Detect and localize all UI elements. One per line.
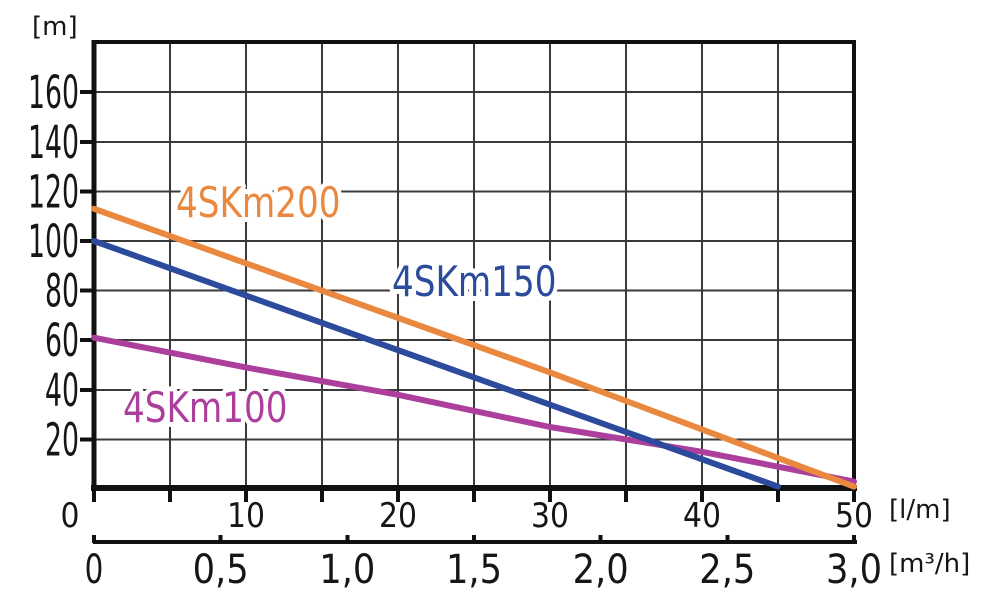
series-label-4SKm150: 4SKm150 — [392, 257, 557, 306]
y-axis-tick-label-120: 120 — [28, 165, 79, 218]
secondary-axis-tick-label-5: 2,5 — [699, 547, 755, 593]
x-axis-tick-label-10: 10 — [227, 496, 265, 536]
y-axis-tick-label-100: 100 — [28, 215, 79, 268]
y-axis-tick-label-80: 80 — [45, 265, 79, 318]
secondary-axis-tick-label-0: 0 — [85, 547, 104, 593]
secondary-axis-tick-label-6: 3,0 — [826, 547, 882, 593]
x-axis-tick-label-40: 40 — [683, 496, 721, 536]
series-label-4SKm100: 4SKm100 — [123, 383, 288, 432]
x-axis-tick-label-30: 30 — [531, 496, 569, 536]
secondary-axis-tick-label-4: 2,0 — [573, 547, 629, 593]
series-line-4SKm200 — [91, 205, 857, 490]
y-axis-tick-label-160: 160 — [28, 66, 79, 119]
y-axis-tick-label-40: 40 — [45, 364, 79, 417]
x-axis-tick-label-50: 50 — [835, 496, 873, 536]
y-axis-tick-label-20: 20 — [45, 413, 79, 466]
y-axis-tick-label-140: 140 — [28, 116, 79, 169]
secondary-axis-unit-label: [m³/h] — [889, 549, 970, 579]
x-axis-unit-label: [l/m] — [889, 495, 951, 525]
series-label-4SKm200: 4SKm200 — [176, 178, 341, 227]
secondary-axis-tick-label-2: 1,0 — [319, 547, 375, 593]
y-axis-unit-label: [m] — [32, 12, 78, 42]
secondary-axis-tick-label-3: 1,5 — [446, 547, 502, 593]
x-axis-tick-label-0: 0 — [61, 496, 80, 536]
series-line-4SKm150 — [91, 238, 781, 490]
y-axis-tick-label-60: 60 — [45, 314, 79, 367]
series-line-4SKm100 — [91, 334, 857, 485]
x-axis-tick-label-20: 20 — [379, 496, 417, 536]
secondary-axis-tick-label-1: 0,5 — [193, 547, 249, 593]
